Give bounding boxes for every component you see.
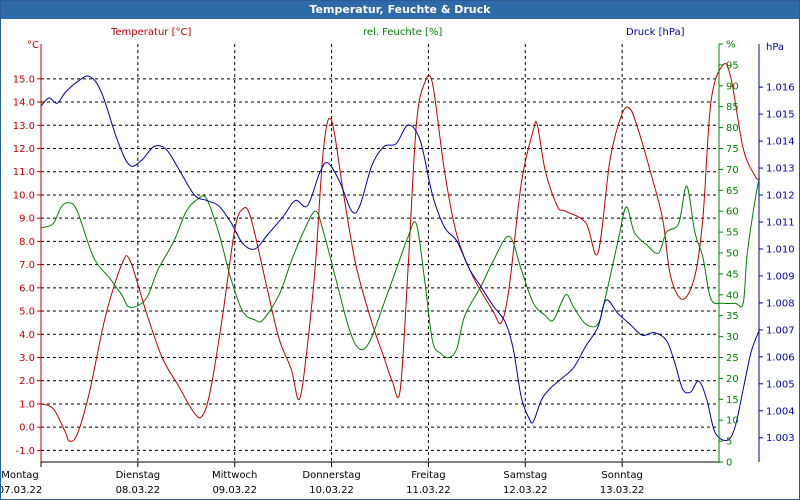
pressure-tick-label: 1.016 [766,83,795,94]
temperature-tick-label: 4.0 [19,330,35,341]
humidity-tick-label: 25 [726,353,739,364]
x-date-label: 09.03.22 [212,485,257,496]
humidity-tick-label: 50 [726,249,739,260]
humidity-tick-label: 40 [726,290,739,301]
x-date-label: 11.03.22 [406,485,451,496]
humidity-tick-label: 0 [726,458,732,469]
x-weekday-label: Mittwoch [212,470,257,481]
x-weekday-label: Samstag [503,470,547,481]
pressure-series-label: Druck [hPa] [626,27,685,38]
x-weekday-label: Freitag [411,470,445,481]
x-date-label: 08.03.22 [116,485,161,496]
pressure-tick-label: 1.005 [766,379,795,390]
pressure-tick-label: 1.013 [766,164,795,175]
temperature-tick-label: 15.0 [13,74,35,85]
temperature-series-label: Temperatur [°C] [110,27,191,38]
humidity-tick-label: 15 [726,395,739,406]
pressure-tick-label: 1.015 [766,110,795,121]
window-title: Temperatur, Feuchte & Druck [1,1,799,19]
pressure-tick-label: 1.008 [766,298,795,309]
temperature-tick-label: 0.0 [19,423,35,434]
x-date-label: 10.03.22 [309,485,354,496]
temperature-tick-label: 6.0 [19,283,35,294]
temperature-tick-label: 5.0 [19,307,35,318]
humidity-tick-label: 65 [726,186,739,197]
humidity-tick-label: 70 [726,165,739,176]
temperature-tick-label: 12.0 [13,144,35,155]
humidity-tick-label: 75 [726,144,739,155]
tick-labels: -1.0 0.0 1.0 2.0 3.0 4.0 5.0 6.0 7.0 8.0 9.0 10.0 11… [1,40,795,497]
humidity-series-label: rel. Feuchte [%] [363,27,442,38]
humidity-tick-label: 20 [726,374,739,385]
pressure-tick-label: 1.011 [766,217,795,228]
temperature-series-line [40,62,760,442]
x-weekday-label: Donnerstag [302,470,360,481]
humidity-tick-label: 90 [726,81,739,92]
x-date-label: 07.03.22 [1,485,42,496]
humidity-tick-label: 30 [726,332,739,343]
pressure-tick-label: 1.010 [766,244,795,255]
temperature-tick-label: 11.0 [13,167,35,178]
humidity-tick-label: 5 [726,437,732,448]
pressure-tick-label: 1.012 [766,191,795,202]
weather-chart: -1.0 0.0 1.0 2.0 3.0 4.0 5.0 6.0 7.0 8.0 9.0 10.0 11… [1,27,795,497]
pressure-tick-label: 1.003 [766,433,795,444]
humidity-series-line [40,177,760,359]
temperature-tick-label: 2.0 [19,376,35,387]
temperature-unit-label: °C [27,40,39,51]
pressure-unit-label: hPa [766,42,784,53]
pressure-tick-label: 1.006 [766,352,795,363]
series-group [40,62,760,442]
humidity-tick-label: 95 [726,60,739,71]
pressure-tick-label: 1.004 [766,406,795,417]
humidity-tick-label: 45 [726,269,739,280]
temperature-tick-label: 8.0 [19,237,35,248]
temperature-tick-label: -1.0 [15,446,35,457]
x-weekday-label: Sonntag [601,470,643,481]
humidity-tick-label: 80 [726,123,739,134]
x-date-label: 13.03.22 [600,485,645,496]
pressure-tick-label: 1.007 [766,325,795,336]
humidity-tick-label: 10 [726,416,739,427]
temperature-tick-label: 7.0 [19,260,35,271]
humidity-tick-label: 60 [726,207,739,218]
temperature-tick-label: 1.0 [19,399,35,410]
humidity-tick-label: 85 [726,102,739,113]
humidity-tick-label: 35 [726,311,739,322]
pressure-tick-label: 1.009 [766,271,795,282]
pressure-series-line [40,75,760,442]
x-weekday-label: Montag [1,470,38,481]
temperature-tick-label: 10.0 [13,190,35,201]
temperature-tick-label: 14.0 [13,98,35,109]
x-date-label: 12.03.22 [503,485,548,496]
plot-area [41,44,719,462]
axes [37,43,763,467]
pressure-tick-label: 1.014 [766,137,795,148]
temperature-tick-label: 9.0 [19,214,35,225]
humidity-tick-label: 55 [726,228,739,239]
temperature-tick-label: 3.0 [19,353,35,364]
x-weekday-label: Dienstag [116,470,161,481]
humidity-tick-label: % [726,40,736,51]
temperature-tick-label: 13.0 [13,121,35,132]
